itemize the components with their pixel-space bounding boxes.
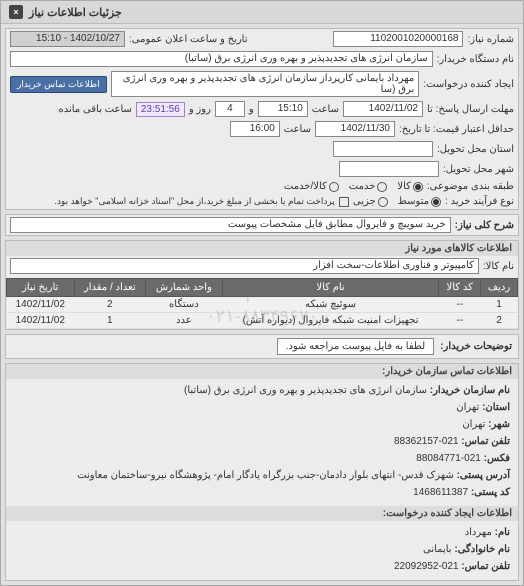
table-cell: تجهیزات امنیت شبکه فایروال (دیواره آتش)	[222, 313, 439, 329]
valid-until-date: 1402/11/30	[315, 121, 395, 137]
radio-icon	[431, 197, 441, 207]
valid-until-label: حداقل اعتبار قیمت: تا تاریخ:	[399, 124, 514, 135]
col-name: نام کالا	[222, 279, 439, 297]
category-label: طبقه بندی موضوعی:	[427, 181, 514, 192]
days-field: 4	[215, 101, 245, 117]
lname-label: نام خانوادگی:	[454, 544, 510, 555]
contact-section-title: اطلاعات تماس سازمان خریدار:	[6, 364, 518, 379]
deadline-date-field: 1402/11/02	[343, 101, 423, 117]
deadline-time-field: 15:10	[258, 101, 308, 117]
table-cell: 2	[74, 297, 146, 313]
org-label: نام سازمان خریدار:	[430, 385, 510, 396]
summary-field: خرید سوییچ و فایروال مطابق فایل مشخصات پ…	[10, 217, 451, 233]
table-cell: دستگاه	[146, 297, 223, 313]
col-code: کد کالا	[439, 279, 481, 297]
valid-until-time: 16:00	[230, 121, 280, 137]
fname-label: نام:	[495, 527, 510, 538]
goods-group-label: نام کالا:	[483, 261, 514, 272]
cat-both-radio[interactable]: کالا/خدمت	[284, 181, 339, 192]
postal-label: آدرس پستی:	[457, 470, 510, 481]
table-row: 1--سوئیچ شبکهدستگاه21402/11/02	[7, 297, 518, 313]
close-icon[interactable]: ×	[9, 5, 23, 19]
deadline-label: مهلت ارسال پاسخ: تا	[427, 104, 514, 115]
goods-table: ردیف کد کالا نام کالا واحد شمارش تعداد /…	[6, 278, 518, 329]
table-cell: 1402/11/02	[7, 297, 75, 313]
cat-both-label: کالا/خدمت	[284, 181, 327, 192]
dialog-title: جزئیات اطلاعات نیاز	[29, 6, 122, 19]
requester-field: مهرداد بایمانی کارپرداز سازمان انرژی های…	[111, 71, 420, 97]
col-row: ردیف	[481, 279, 518, 297]
fax-label: فکس:	[484, 453, 510, 464]
rphone-label: تلفن تماس:	[461, 561, 510, 572]
and-label: و	[249, 104, 254, 115]
goods-group-field: کامپیوتر و فناوری اطلاعات-سخت افزار	[10, 258, 479, 274]
datetime-field: 1402/10/27 - 15:10	[10, 31, 125, 47]
fname-value: مهرداد	[465, 527, 492, 538]
cat-goods-radio[interactable]: کالا	[397, 181, 423, 192]
process-note: پرداخت تمام یا بخشی از مبلغ خرید،از محل …	[54, 196, 334, 207]
phone-value: 021-88362157	[394, 436, 459, 447]
time-label-1: ساعت	[312, 104, 339, 115]
remaining-label: ساعت باقی مانده	[58, 104, 131, 115]
col-unit: واحد شمارش	[146, 279, 223, 297]
datetime-label: تاریخ و ساعت اعلان عمومی:	[129, 34, 248, 45]
contact-buyer-button[interactable]: اطلاعات تماس خریدار	[10, 76, 107, 93]
buyer-note-text: لطفا به فایل پیوست مراجعه شود.	[277, 338, 435, 355]
process-type-label: نوع فرآیند خرید :	[445, 196, 514, 207]
proc-partial-label: جزیی	[353, 196, 376, 207]
table-cell: 2	[481, 313, 518, 329]
table-cell: سوئیچ شبکه	[222, 297, 439, 313]
delivery-city-label: شهر محل تحویل:	[443, 164, 514, 175]
cat-service-radio[interactable]: خدمت	[349, 181, 388, 192]
org-value: سازمان انرژی های تجدیدپذیر و بهره وری ان…	[184, 385, 427, 396]
fax-value: 021-88084771	[416, 453, 481, 464]
proc-small-radio[interactable]: متوسط	[398, 196, 441, 207]
days-label: روز و	[189, 104, 211, 115]
city-label: شهر:	[488, 419, 510, 430]
col-date: تاریخ نیاز	[7, 279, 75, 297]
buyer-org-label: نام دستگاه خریدار:	[437, 54, 514, 65]
need-no-field: 1102001020000168	[333, 31, 463, 47]
need-no-label: شماره نیاز:	[467, 34, 514, 45]
radio-icon	[377, 182, 387, 192]
zip-label: کد پستی:	[471, 487, 510, 498]
radio-icon	[378, 197, 388, 207]
lname-value: بایمانی	[423, 544, 452, 555]
zip-value: 1468611387	[413, 487, 468, 498]
proc-partial-radio[interactable]: جزیی	[353, 196, 388, 207]
city-value: تهران	[462, 419, 485, 430]
buyer-org-field: سازمان انرژی های تجدیدپذیر و بهره وری ان…	[10, 51, 433, 67]
remaining-time: 23:51:56	[136, 102, 185, 117]
table-cell: 1402/11/02	[7, 313, 75, 329]
table-cell: 1	[481, 297, 518, 313]
radio-icon	[329, 182, 339, 192]
cat-goods-label: کالا	[397, 181, 411, 192]
summary-label: شرح کلی نیاز:	[455, 220, 514, 231]
delivery-city-field	[339, 161, 439, 177]
table-cell: عدد	[146, 313, 223, 329]
radio-icon	[413, 182, 423, 192]
province-label: استان:	[482, 402, 510, 413]
table-cell: --	[439, 313, 481, 329]
rphone-value: 021-22092952	[394, 561, 459, 572]
requester-label: ایجاد کننده درخواست:	[423, 79, 514, 90]
requester-section-title: اطلاعات ایجاد کننده درخواست:	[6, 506, 518, 521]
cat-service-label: خدمت	[349, 181, 376, 192]
goods-section-title: اطلاعات کالاهای مورد نیاز	[6, 241, 518, 256]
buyer-note-label: توضیحات خریدار:	[440, 341, 512, 352]
postal-value: شهرک قدس- انتهای بلوار دادمان-جنب بزرگرا…	[77, 470, 454, 481]
province-value: تهران	[456, 402, 479, 413]
delivery-province-field	[333, 141, 433, 157]
table-row: 2--تجهیزات امنیت شبکه فایروال (دیواره آت…	[7, 313, 518, 329]
table-cell: --	[439, 297, 481, 313]
delivery-province-label: استان محل تحویل:	[437, 144, 514, 155]
time-label-2: ساعت	[284, 124, 311, 135]
proc-small-label: متوسط	[398, 196, 429, 207]
table-cell: 1	[74, 313, 146, 329]
phone-label: تلفن تماس:	[461, 436, 510, 447]
col-qty: تعداد / مقدار	[74, 279, 146, 297]
treasury-checkbox[interactable]	[339, 197, 349, 207]
